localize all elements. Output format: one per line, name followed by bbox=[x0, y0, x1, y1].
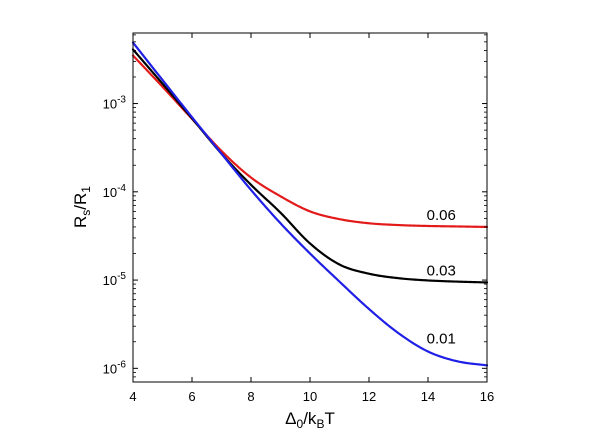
series-label-0.06: 0.06 bbox=[427, 207, 456, 224]
x-tick-label: 6 bbox=[188, 389, 195, 404]
y-axis-title: Rs/R1 bbox=[71, 186, 93, 228]
series-label-0.03: 0.03 bbox=[427, 263, 456, 280]
y-tick-label: 10-5 bbox=[103, 271, 127, 288]
x-axis-title: Δ0/kBT bbox=[285, 409, 335, 431]
y-tick-label: 10-4 bbox=[103, 183, 127, 200]
x-tick-label: 10 bbox=[303, 389, 317, 404]
y-tick-label: 10-6 bbox=[103, 359, 127, 376]
axes: 4 6 8 10 12 14 16 10-6 10-5 10-4 10-3 bbox=[103, 33, 494, 404]
x-tick-label: 14 bbox=[421, 389, 435, 404]
curve-labels: 0.06 0.03 0.01 bbox=[427, 207, 456, 348]
series-label-0.01: 0.01 bbox=[427, 331, 456, 348]
curves bbox=[131, 41, 489, 367]
plot-background bbox=[133, 33, 487, 382]
x-tick-label: 12 bbox=[362, 389, 376, 404]
x-tick-label: 4 bbox=[129, 389, 136, 404]
y-tick-label: 10-3 bbox=[103, 95, 127, 112]
x-tick-label: 8 bbox=[247, 389, 254, 404]
x-tick-label: 16 bbox=[480, 389, 494, 404]
series-line-0.01 bbox=[131, 41, 489, 367]
